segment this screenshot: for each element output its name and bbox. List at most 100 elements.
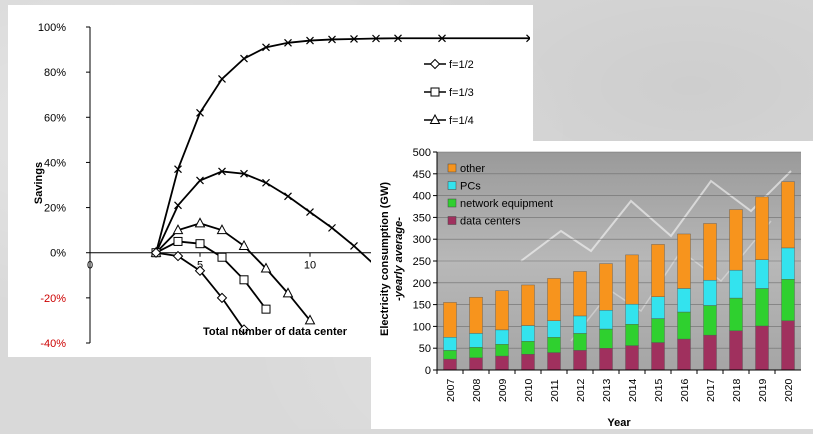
- electricity-bar-segment: [573, 333, 587, 351]
- electricity-legend-entry: other: [447, 163, 485, 175]
- electricity-y-tick-label: 150: [413, 300, 431, 312]
- electricity-bar-segment: [443, 358, 457, 371]
- electricity-y-tick-label: 450: [413, 169, 431, 181]
- electricity-bar-segment: [651, 296, 665, 319]
- electricity-x-tick-label: 2015: [653, 378, 665, 402]
- electricity-y-tick-label: 500: [413, 147, 431, 159]
- electricity-x-tick-label: 2011: [549, 379, 561, 402]
- savings-data-point: [350, 35, 358, 43]
- savings-x-tick-label: 0: [87, 260, 93, 272]
- electricity-bar-stack-2012: [573, 271, 587, 371]
- savings-series-2: [150, 217, 316, 325]
- electricity-bar-stack-2017: [703, 223, 717, 371]
- savings-data-point: [526, 34, 530, 43]
- electricity-bar-stack-2015: [651, 244, 665, 371]
- electricity-bar-segment: [651, 244, 665, 297]
- savings-data-point: [218, 167, 226, 176]
- electricity-bar-segment: [781, 181, 795, 249]
- savings-data-point: [394, 34, 402, 43]
- electricity-bar-segment: [495, 290, 509, 331]
- savings-data-point: [172, 250, 184, 262]
- savings-legend-entry: f=1/2: [424, 58, 474, 71]
- electricity-legend-label: other: [460, 163, 485, 175]
- electricity-legend-swatch: [447, 163, 457, 173]
- electricity-bar-stack-2019: [755, 196, 769, 371]
- electricity-bar-stack-2014: [625, 254, 639, 371]
- electricity-x-tick-label: 2017: [705, 378, 717, 402]
- electricity-bar-stack-2008: [469, 296, 483, 371]
- lightning-decoration: [520, 170, 792, 262]
- savings-data-point: [261, 304, 271, 314]
- electricity-bar-segment: [729, 269, 743, 299]
- savings-series-line: [155, 170, 399, 290]
- electricity-bar-segment: [729, 209, 743, 271]
- electricity-bar-segment: [599, 310, 613, 330]
- electricity-bar-segment: [677, 338, 691, 371]
- electricity-bar-stack-2016: [677, 233, 691, 371]
- electricity-chart: 0 50 100 150 200 250 300 350 400 450 500 2007 2008 20…: [379, 147, 801, 429]
- electricity-bar-segment: [547, 320, 561, 338]
- savings-data-point: [174, 201, 182, 210]
- electricity-legend-entry: network equipment: [447, 198, 553, 210]
- savings-data-point: [328, 223, 336, 232]
- electricity-x-tick-label: 2020: [783, 378, 795, 402]
- savings-data-point: [240, 169, 248, 178]
- electricity-bar-stack-2018: [729, 209, 743, 371]
- electricity-bar-segment: [599, 347, 613, 371]
- electricity-x-tick-label: 2008: [471, 378, 483, 402]
- savings-series-line: [155, 222, 311, 321]
- electricity-legend-swatch: [447, 198, 457, 208]
- electricity-bar-segment: [703, 279, 717, 306]
- electricity-bar-segment: [521, 325, 535, 342]
- electricity-bar-segment: [495, 344, 509, 357]
- electricity-y-axis-sublabel: -yearly average-: [393, 217, 405, 301]
- electricity-bar-segment: [677, 311, 691, 340]
- electricity-bar-stack-2013: [599, 263, 613, 371]
- electricity-bar-segment: [677, 288, 691, 313]
- electricity-bar-segment: [781, 247, 795, 280]
- electricity-bar-segment: [651, 342, 665, 371]
- savings-legend-label: f=1/3: [449, 87, 474, 99]
- savings-legend-marker: [429, 113, 441, 124]
- electricity-bar-segment: [469, 333, 483, 348]
- savings-y-tick-label: 80%: [44, 67, 66, 79]
- savings-x-axis-label: Total number of data center: [203, 326, 348, 338]
- savings-data-point: [196, 108, 204, 117]
- electricity-bar-segment: [625, 254, 639, 305]
- electricity-bar-segment: [547, 352, 561, 371]
- savings-legend-marker: [430, 87, 440, 97]
- electricity-bar-stack-2007: [443, 302, 457, 371]
- electricity-x-tick-label: 2018: [731, 378, 743, 402]
- savings-data-point: [372, 34, 380, 43]
- electricity-bar-segment: [521, 284, 535, 326]
- savings-data-point: [195, 239, 205, 249]
- savings-y-tick-label: 40%: [44, 157, 66, 169]
- electricity-bar-segment: [495, 329, 509, 345]
- savings-data-point: [172, 224, 184, 235]
- electricity-bar-segment: [547, 278, 561, 321]
- savings-y-tick-label: -20%: [40, 293, 66, 305]
- savings-data-point: [438, 34, 446, 43]
- electricity-legend-swatch: [447, 181, 457, 190]
- electricity-bar-segment: [573, 315, 587, 334]
- savings-chart: 100%80%60%40%20%0%-20%-40%051015 f=1/2f=…: [33, 22, 530, 350]
- electricity-bar-segment: [521, 354, 535, 371]
- savings-data-point: [328, 35, 336, 44]
- electricity-bar-segment: [443, 302, 457, 338]
- electricity-bar-segment: [599, 328, 613, 349]
- electricity-bar-segment: [625, 345, 639, 371]
- savings-series-line: [155, 37, 530, 253]
- electricity-legend-entry: data centers: [447, 216, 521, 228]
- savings-legend-entry: f=1/4: [424, 113, 474, 127]
- electricity-legend-label: data centers: [460, 216, 521, 228]
- electricity-bar-segment: [547, 337, 561, 353]
- electricity-bar-segment: [755, 325, 769, 371]
- electricity-y-tick-label: 250: [413, 256, 431, 268]
- electricity-y-tick-label: 350: [413, 212, 431, 224]
- savings-legend-marker: [429, 58, 441, 70]
- electricity-x-tick-label: 2009: [497, 378, 509, 402]
- electricity-y-tick-label: 400: [413, 191, 431, 203]
- savings-y-tick-label: 100%: [38, 22, 66, 34]
- electricity-bar-segment: [729, 330, 743, 371]
- electricity-bar-segment: [521, 341, 535, 355]
